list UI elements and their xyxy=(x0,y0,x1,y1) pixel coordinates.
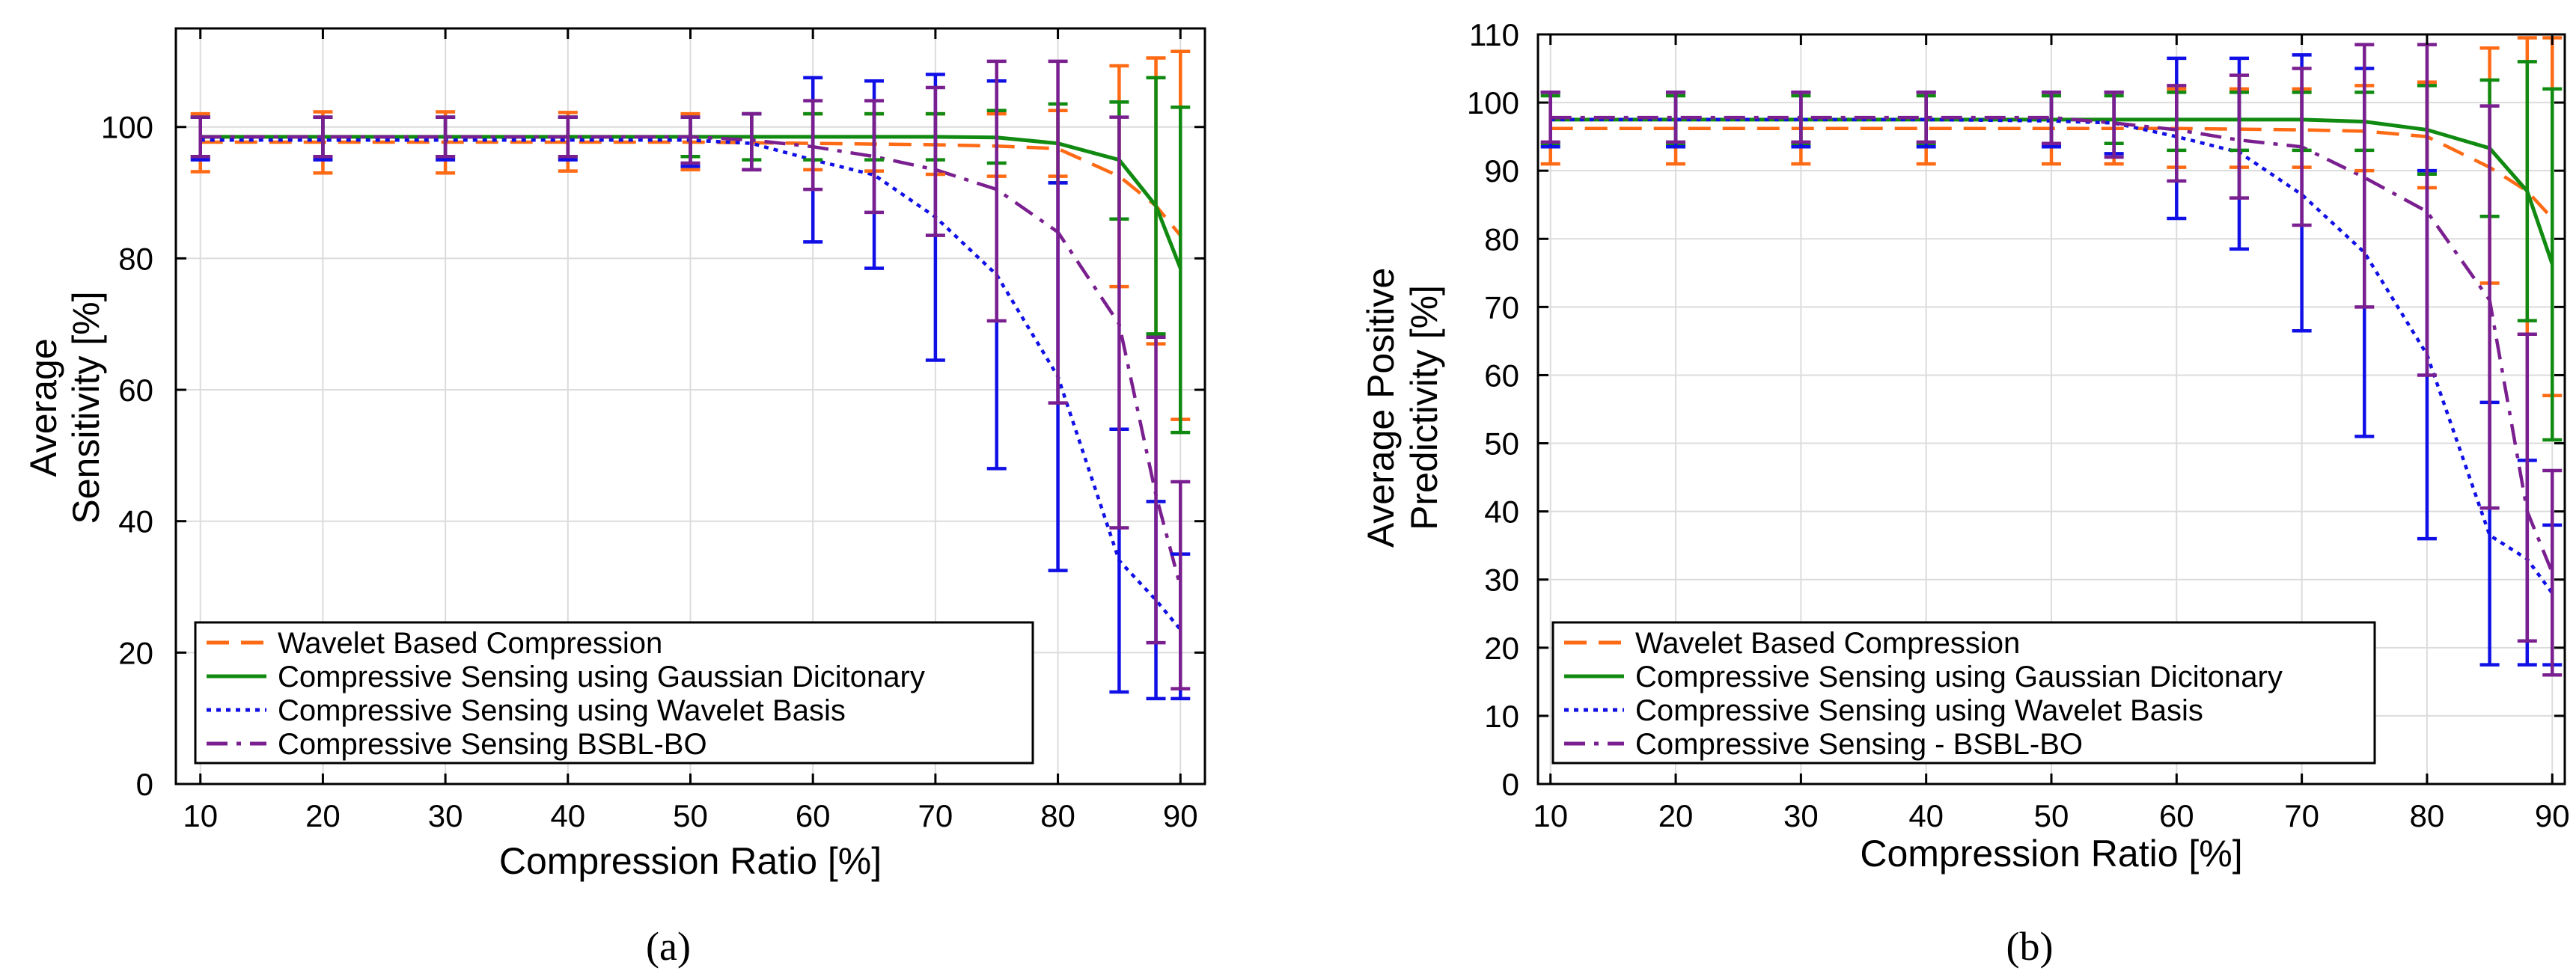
y-tick-label: 100 xyxy=(1467,85,1519,120)
y-axis-label-line2: Sensitivity [%] xyxy=(65,291,107,524)
y-tick-label: 60 xyxy=(1484,358,1519,393)
error-bar-bsbl xyxy=(2517,332,2537,643)
x-axis-label: Compression Ratio [%] xyxy=(1860,833,2242,875)
series-line-wavelet-basis xyxy=(1550,117,2554,595)
legend: Wavelet Based Compression Compressive Se… xyxy=(194,621,1034,765)
error-bar-gaussian xyxy=(2517,60,2537,322)
error-bar-bsbl xyxy=(558,115,578,159)
legend-label-wavelet-basis: Compressive Sensing using Wavelet Basis xyxy=(278,694,846,727)
y-tick-label: 110 xyxy=(1469,17,1519,52)
series-line-wavelet xyxy=(200,140,1182,237)
x-tick-label: 70 xyxy=(918,798,953,833)
x-tick-label: 30 xyxy=(428,798,463,833)
y-axis-label-line1: Average Positive xyxy=(1360,268,1402,548)
chart-panel-b: 10 20 30 40 50 60 70 80 90 0 10 20 30 40 50 60 70 80 90 100… xyxy=(1360,17,2570,969)
error-bar-bsbl xyxy=(2542,468,2563,677)
x-tick-label: 60 xyxy=(2159,798,2194,833)
error-bar-bsbl xyxy=(803,99,823,192)
x-tick-label: 40 xyxy=(1908,798,1944,833)
y-axis-label-line2: Predictivity [%] xyxy=(1403,285,1445,530)
x-axis-label: Compression Ratio [%] xyxy=(499,840,882,882)
legend-label-wavelet: Wavelet Based Compression xyxy=(278,627,662,660)
x-tick-label: 40 xyxy=(550,798,585,833)
x-tick-label: 90 xyxy=(2535,798,2570,833)
y-tick-label: 80 xyxy=(118,241,153,276)
series-line-wavelet-basis xyxy=(200,138,1182,631)
x-tick-label: 20 xyxy=(1658,798,1694,833)
y-tick-label: 70 xyxy=(1484,290,1519,325)
legend-label-gaussian: Compressive Sensing using Gaussian Dicit… xyxy=(278,661,925,693)
error-bar-gaussian xyxy=(2542,87,2563,442)
x-tick-label: 60 xyxy=(796,798,831,833)
x-tick-label: 90 xyxy=(1163,798,1198,833)
legend-label-bsbl: Compressive Sensing - BSBL-BO xyxy=(1635,728,2083,761)
error-bar-bsbl xyxy=(2229,73,2249,200)
error-bar-bsbl xyxy=(1540,91,1560,144)
error-bar-bsbl xyxy=(1666,91,1686,144)
x-tick-label: 10 xyxy=(1533,798,1568,833)
error-bar-bsbl xyxy=(313,115,333,159)
x-tick-label: 70 xyxy=(2284,798,2319,833)
legend-box xyxy=(194,621,1034,765)
y-tick-label: 80 xyxy=(1484,221,1519,257)
error-bar-bsbl xyxy=(742,111,762,172)
y-tick-label: 100 xyxy=(101,110,153,145)
error-bar-bsbl xyxy=(2167,84,2187,183)
x-tick-label: 20 xyxy=(305,798,341,833)
y-tick-label: 20 xyxy=(118,635,153,670)
legend-box xyxy=(1551,621,2376,765)
x-tick-label: 30 xyxy=(1783,798,1819,833)
error-bar-bsbl xyxy=(1048,59,1068,405)
error-bar-bsbl xyxy=(190,115,210,159)
error-bar-bsbl xyxy=(986,59,1007,323)
error-bar-bsbl xyxy=(2292,67,2312,227)
error-bar-bsbl xyxy=(2479,104,2500,510)
legend-label-wavelet: Wavelet Based Compression xyxy=(1635,627,2020,660)
error-bar-bsbl xyxy=(864,99,885,215)
legend: Wavelet Based Compression Compressive Se… xyxy=(1551,621,2376,765)
chart-panel-a: 10 20 30 40 50 60 70 80 90 0 20 40 60 80 100 Compressi… xyxy=(22,27,1206,969)
series-line-gaussian xyxy=(1550,117,2554,265)
error-bar-bsbl xyxy=(925,85,945,237)
x-tick-label: 80 xyxy=(2410,798,2445,833)
legend-label-wavelet-basis: Compressive Sensing using Wavelet Basis xyxy=(1635,694,2203,727)
y-tick-label: 60 xyxy=(118,373,153,408)
error-bar-bsbl xyxy=(436,115,456,159)
error-bar-bsbl xyxy=(2354,43,2375,309)
x-tick-label: 50 xyxy=(673,798,708,833)
y-tick-label: 0 xyxy=(136,767,153,802)
error-bar-bsbl xyxy=(1791,91,1811,144)
series-line-bsbl xyxy=(200,135,1182,588)
error-bar-bsbl xyxy=(1146,335,1166,645)
error-bar-bsbl xyxy=(1109,115,1129,530)
caption-b: (b) xyxy=(2006,924,2054,969)
y-tick-label: 0 xyxy=(1502,767,1519,802)
y-tick-label: 90 xyxy=(1484,153,1519,189)
y-tick-label: 30 xyxy=(1484,563,1519,598)
legend-label-bsbl: Compressive Sensing BSBL-BO xyxy=(278,728,707,761)
error-bar-bsbl xyxy=(1916,91,1936,144)
y-tick-label: 40 xyxy=(118,504,153,539)
y-tick-label: 10 xyxy=(1484,699,1519,734)
y-tick-label: 40 xyxy=(1484,494,1519,530)
y-tick-label: 20 xyxy=(1484,631,1519,666)
legend-label-gaussian: Compressive Sensing using Gaussian Dicit… xyxy=(1635,661,2283,693)
y-tick-label: 50 xyxy=(1484,426,1519,462)
x-tick-label: 10 xyxy=(183,798,218,833)
error-bar-bsbl xyxy=(680,115,701,165)
y-axis-label-line1: Average xyxy=(22,338,64,477)
caption-a: (a) xyxy=(646,924,691,969)
error-bar-bsbl xyxy=(2042,91,2061,145)
x-tick-label: 50 xyxy=(2034,798,2069,833)
error-bar-gaussian xyxy=(1171,105,1191,435)
series-line-bsbl xyxy=(1550,115,2554,574)
error-bar-bsbl xyxy=(2104,91,2124,159)
error-bar-bsbl xyxy=(2417,43,2437,377)
x-tick-label: 80 xyxy=(1040,798,1075,833)
error-bar-gaussian xyxy=(1146,76,1166,336)
error-bar-bsbl xyxy=(1171,480,1191,690)
series-line-wavelet xyxy=(1550,126,2554,220)
